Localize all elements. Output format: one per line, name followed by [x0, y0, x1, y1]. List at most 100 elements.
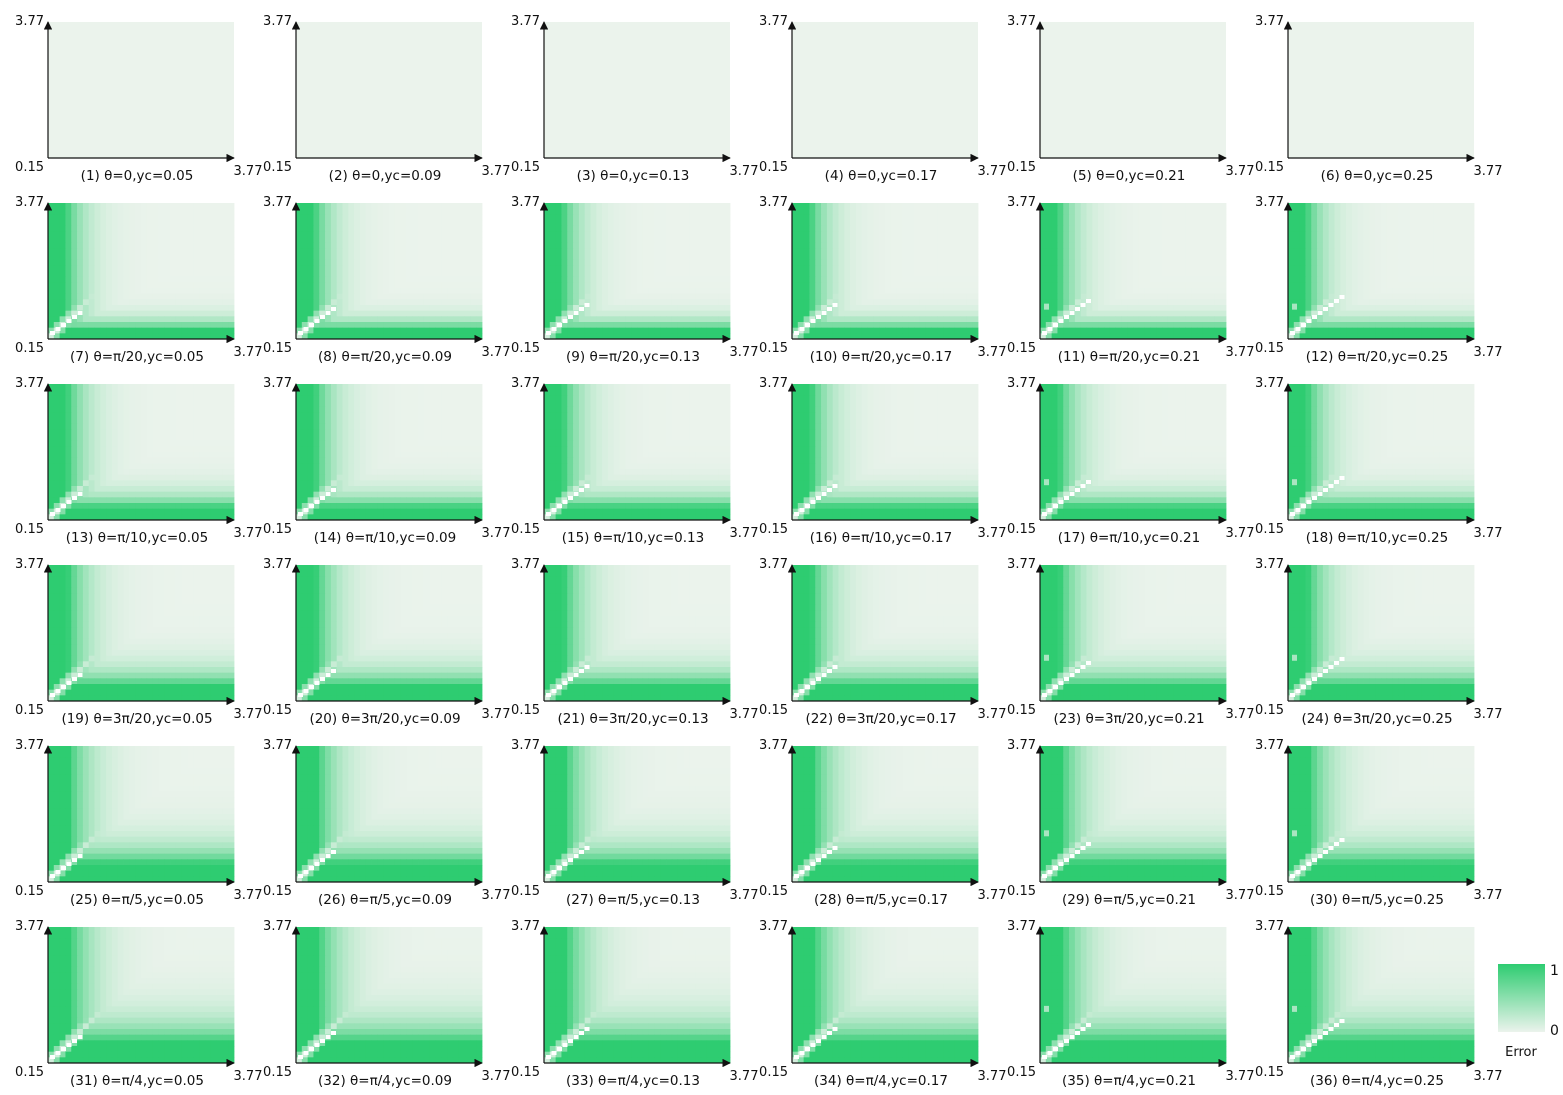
heatmap-cell	[1133, 299, 1140, 306]
heatmap-cell	[706, 231, 713, 238]
heatmap-cell	[544, 271, 551, 278]
heatmap-cell	[792, 254, 799, 261]
heatmap-cell	[394, 265, 402, 272]
heatmap-cell	[654, 259, 661, 266]
heatmap-cell	[873, 203, 880, 210]
heatmap-cell	[82, 423, 90, 430]
diagonal-mark	[794, 331, 799, 335]
heatmap-cell	[164, 203, 171, 210]
heatmap-cell	[861, 225, 868, 232]
heatmap-cell	[59, 242, 66, 249]
heatmap-cell	[187, 214, 194, 221]
heatmap-cell	[809, 248, 816, 255]
heatmap-cell	[706, 265, 713, 272]
heatmap-cell	[654, 327, 661, 334]
heatmap-cell	[1305, 333, 1312, 340]
heatmap-cell	[885, 276, 892, 283]
heatmap-cell	[1156, 305, 1163, 312]
heatmap-cell	[1328, 333, 1335, 340]
heatmap-cell	[199, 299, 206, 306]
heatmap-cell	[902, 225, 909, 232]
heatmap-cell	[596, 231, 603, 238]
heatmap-cell	[1427, 327, 1434, 334]
heatmap-cell	[1398, 333, 1405, 340]
heatmap-cell	[879, 248, 886, 255]
heatmap-cell	[826, 293, 834, 300]
heatmap-cell	[596, 305, 603, 312]
heatmap-cell	[654, 271, 661, 278]
heatmap-cell	[844, 299, 851, 306]
heatmap-cell	[435, 276, 442, 283]
heatmap-cell	[1415, 316, 1423, 323]
heatmap-cell	[549, 220, 557, 227]
heatmap-cell	[181, 395, 188, 402]
heatmap-cell	[146, 389, 154, 396]
heatmap-cell	[447, 237, 454, 244]
heatmap-cell	[152, 389, 159, 396]
heatmap-cell	[832, 242, 839, 249]
heatmap-cell	[59, 305, 66, 312]
heatmap-cell	[152, 282, 159, 289]
heatmap-cell	[1121, 265, 1128, 272]
heatmap-cell	[838, 288, 845, 295]
heatmap-cell	[1404, 282, 1411, 289]
heatmap-cell	[1433, 333, 1440, 340]
heatmap-cell	[82, 310, 90, 317]
heatmap-cell	[100, 237, 107, 244]
heatmap-cell	[441, 293, 448, 300]
heatmap-cell	[48, 254, 55, 261]
heatmap-cell	[164, 220, 171, 227]
heatmap-cell	[129, 225, 136, 232]
heatmap-cell	[596, 322, 603, 329]
heatmap-cell	[406, 288, 413, 295]
heatmap-cell	[204, 276, 212, 283]
heatmap-cell	[1179, 322, 1186, 329]
heatmap-cell	[654, 208, 661, 215]
heatmap-cell	[1357, 231, 1364, 238]
heatmap-cell	[1040, 214, 1047, 221]
heatmap-cell	[354, 220, 361, 227]
heatmap-cell	[1144, 220, 1151, 227]
heatmap-cell	[135, 327, 142, 334]
heatmap-cell	[123, 327, 130, 334]
heatmap-cell	[59, 282, 66, 289]
heatmap-cell	[879, 203, 886, 210]
heatmap-cell	[1138, 242, 1146, 249]
heatmap-cell	[867, 276, 874, 283]
heatmap-cell	[458, 248, 465, 255]
heatmap-cell	[48, 310, 55, 317]
heatmap-cell	[1363, 237, 1370, 244]
heatmap-cell	[216, 248, 223, 255]
heatmap-cell	[1162, 254, 1169, 261]
heatmap-cell	[222, 254, 229, 261]
heatmap-cell	[844, 214, 851, 221]
heatmap-cell	[1381, 242, 1388, 249]
heatmap-cell	[170, 305, 177, 312]
heatmap-cell	[359, 237, 367, 244]
heatmap-cell	[1433, 254, 1440, 261]
heatmap-cell	[435, 327, 442, 334]
heatmap-cell	[406, 237, 413, 244]
heatmap-cell	[561, 333, 568, 340]
heatmap-cell	[158, 305, 165, 312]
heatmap-cell	[1202, 333, 1209, 340]
heatmap-cell	[59, 418, 66, 425]
heatmap-cell	[1415, 248, 1423, 255]
heatmap-cell	[1074, 271, 1082, 278]
heatmap-cell	[1214, 248, 1221, 255]
heatmap-cell	[464, 299, 471, 306]
heatmap-cell	[712, 310, 719, 317]
heatmap-cell	[1191, 322, 1198, 329]
heatmap-cell	[718, 265, 725, 272]
heatmap-cell	[1173, 225, 1180, 232]
heatmap-cell	[389, 327, 396, 334]
heatmap-cell	[1196, 310, 1204, 317]
heatmap-cell	[418, 214, 425, 221]
heatmap-cell	[1167, 316, 1175, 323]
heatmap-cell	[325, 248, 332, 255]
heatmap-cell	[1051, 299, 1058, 306]
heatmap-cell	[458, 265, 465, 272]
heatmap-cell	[342, 299, 349, 306]
heatmap-cell	[1103, 225, 1111, 232]
heatmap-cell	[88, 225, 95, 232]
